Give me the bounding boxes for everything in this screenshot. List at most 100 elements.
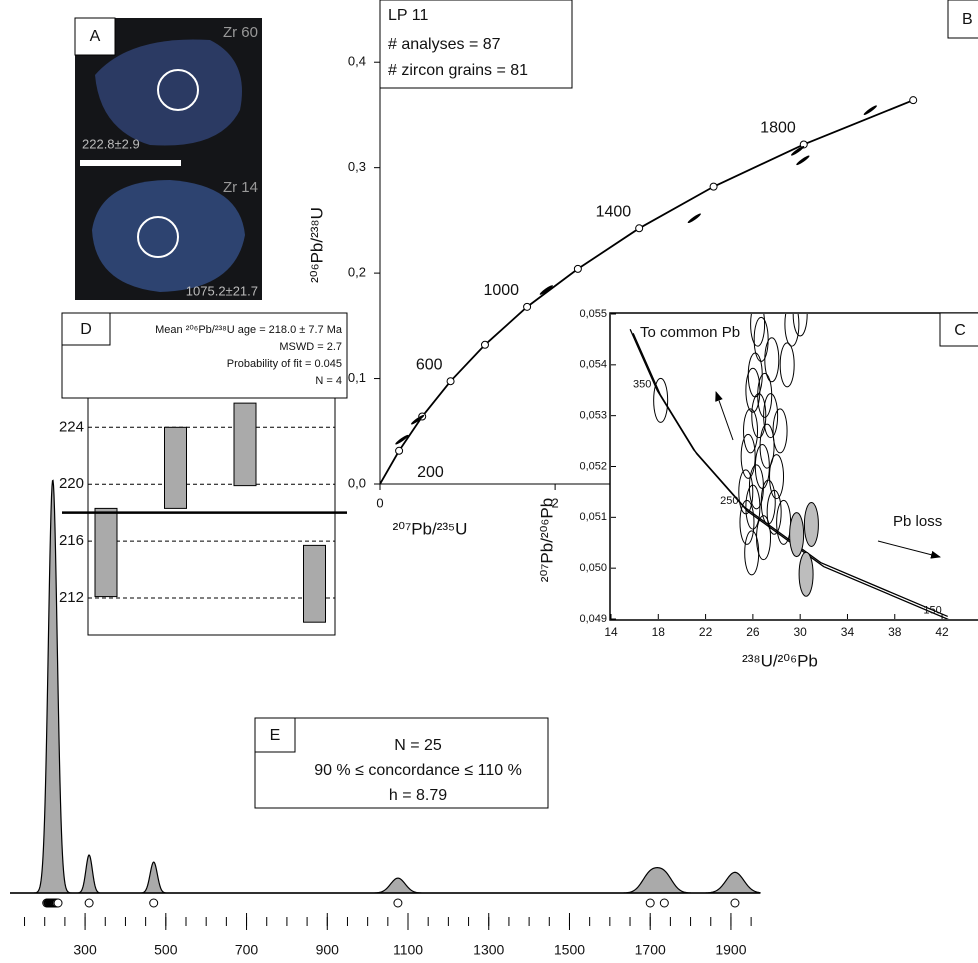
- analysis-ellipse: [653, 377, 669, 423]
- x-tick-label: 14: [604, 625, 618, 639]
- chart-title: LP 11: [388, 7, 428, 24]
- age-point: [659, 898, 669, 908]
- y-tick-label: 212: [59, 589, 84, 606]
- plot-area: 350 250 150: [629, 314, 949, 619]
- annotation: # analyses = 87: [388, 36, 501, 53]
- analysis: [791, 146, 805, 156]
- y-tick-label: 0,049: [579, 613, 607, 625]
- analysis-ellipse: [740, 433, 756, 479]
- analysis-ellipse: [779, 342, 795, 388]
- y-axis-label: ²⁰⁷Pb/²⁰⁶Pb: [537, 498, 556, 582]
- age-label: 1000: [483, 282, 519, 299]
- x-tick-label: 30: [793, 625, 807, 639]
- analysis-ellipse: [744, 530, 760, 576]
- info-box: [379, 0, 573, 89]
- analysis: [539, 285, 553, 295]
- y-tick-label: 0,051: [579, 511, 607, 523]
- y-tick-label: 220: [59, 475, 84, 492]
- analysis-ellipse: [789, 512, 805, 558]
- panel-d: D Mean ²⁰⁶Pb/²³⁸U age = 218.0 ± 7.7 Ma MSW…: [59, 312, 348, 636]
- annotation: Mean ²⁰⁶Pb/²³⁸U age = 218.0 ± 7.7 Ma: [155, 324, 343, 336]
- x-tick-label: 42: [935, 625, 949, 639]
- panel-label: E: [270, 727, 281, 744]
- analysis-ellipse: [792, 314, 808, 337]
- age-point: [730, 898, 740, 908]
- annotation: MSWD = 2.7: [279, 341, 342, 353]
- age-point: [84, 898, 94, 908]
- age-label: 350: [633, 379, 651, 391]
- panel-label: D: [80, 321, 92, 338]
- age-label: 600: [416, 356, 443, 373]
- analysis-ellipse: [784, 314, 800, 347]
- panel-label: C: [954, 322, 966, 339]
- age-marker: [573, 264, 582, 273]
- age-marker: [523, 302, 532, 311]
- analysis-ellipse: [738, 469, 754, 515]
- grain-name: Zr 14: [223, 179, 258, 196]
- age-label: 150: [923, 604, 941, 616]
- x-tick-label: 22: [699, 625, 713, 639]
- y-tick-label: 0,050: [579, 562, 607, 574]
- y-tick-label: 0,4: [348, 54, 366, 69]
- error-box: [233, 402, 257, 487]
- annotation: h = 8.79: [389, 787, 447, 804]
- grain-name: Zr 60: [223, 24, 258, 41]
- age-marker: [709, 182, 718, 191]
- analysis-ellipse: [803, 501, 819, 547]
- y-tick-label: 0,1: [348, 370, 366, 385]
- grain: [92, 180, 245, 292]
- label-box: [254, 717, 296, 753]
- panel-e: 300 500 700 900 1100 1300 1500 1700 1900 E N = 25 9…: [10, 479, 761, 958]
- y-axis-label: ²⁰⁶Pb/²³⁸U: [307, 207, 326, 283]
- y-tick-label: 0,053: [579, 410, 607, 422]
- panel-label: B: [962, 11, 973, 28]
- age-point: [645, 898, 655, 908]
- label-box: [74, 17, 116, 56]
- age-point: [53, 898, 63, 908]
- error-box: [303, 544, 326, 623]
- annotation: N = 4: [315, 375, 342, 387]
- age-label: 1400: [596, 204, 632, 221]
- annotation: Pb loss: [893, 513, 942, 530]
- age-marker: [799, 140, 808, 149]
- x-tick-label: 26: [746, 625, 760, 639]
- arrow: [877, 540, 941, 559]
- analysis: [687, 213, 701, 224]
- age-marker: [480, 340, 489, 349]
- analysis-ellipse: [763, 393, 779, 439]
- analysis-ellipse: [772, 408, 788, 454]
- x-tick-label: 18: [652, 625, 666, 639]
- panel-label: A: [90, 28, 101, 45]
- age-marker: [395, 446, 404, 455]
- info-box: [254, 717, 549, 809]
- age-label: 250: [720, 495, 738, 507]
- x-tick-label: 1300: [473, 942, 504, 958]
- analysis-ellipse: [745, 367, 761, 413]
- y-tick-label: 0,3: [348, 159, 366, 174]
- analysis-ellipse: [769, 454, 785, 500]
- y-tick-label: 216: [59, 532, 84, 549]
- x-tick-label: 34: [841, 625, 855, 639]
- grain-age: 1075.2±21.7: [186, 283, 258, 298]
- x-tick-label: 2: [551, 495, 558, 510]
- age-label: 200: [417, 464, 444, 481]
- age-marker: [635, 224, 644, 233]
- label-box: [947, 0, 978, 39]
- analysis-ellipse: [750, 314, 766, 347]
- panel-a: A Zr 60 222.8±2.9 Zr 14 1075.2±21.7: [74, 17, 262, 300]
- analysis: [411, 414, 425, 425]
- x-axis-label: ²⁰⁷Pb/²³⁵U: [393, 519, 468, 538]
- age-marker: [909, 96, 918, 105]
- y-tick-label: 0,052: [579, 460, 607, 472]
- arrow: [715, 391, 734, 441]
- grain: [95, 39, 242, 146]
- label-box: [939, 312, 978, 347]
- spot: [157, 69, 199, 111]
- x-tick-label: 900: [316, 942, 340, 958]
- analysis: [395, 434, 409, 445]
- x-tick-label: 1900: [715, 942, 746, 958]
- annotation: N = 25: [394, 737, 442, 754]
- label-box: [61, 312, 111, 346]
- y-tick-label: 224: [59, 418, 84, 435]
